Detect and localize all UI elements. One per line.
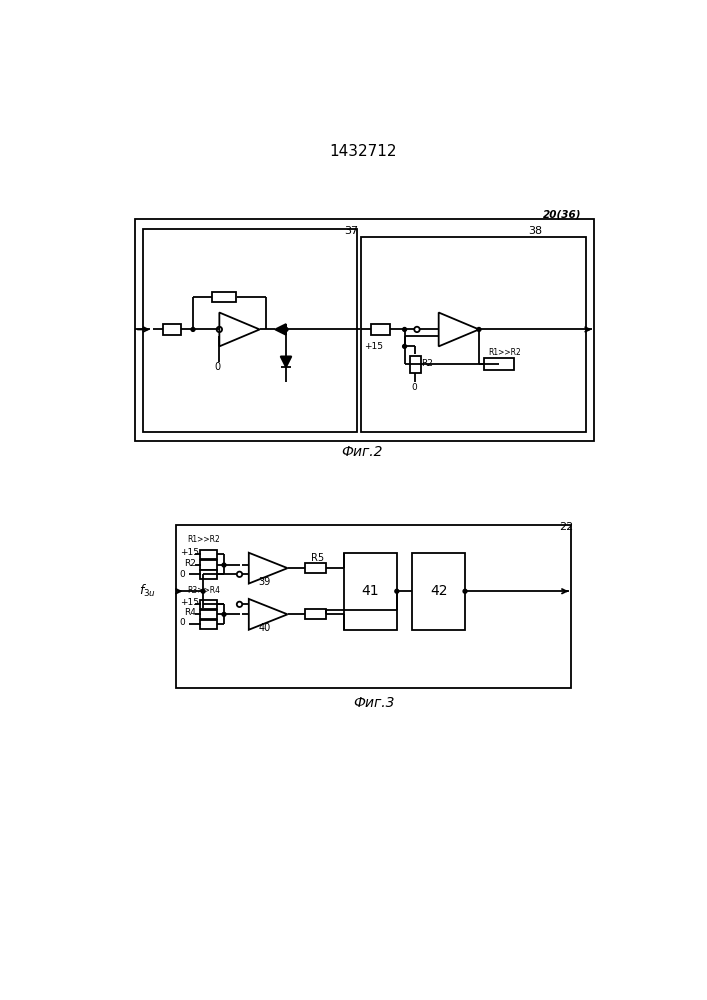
Text: 39: 39 xyxy=(258,577,270,587)
Circle shape xyxy=(191,328,195,331)
Text: +15: +15 xyxy=(364,342,383,351)
Circle shape xyxy=(403,328,407,331)
Polygon shape xyxy=(249,553,288,584)
Bar xyxy=(211,292,236,302)
Circle shape xyxy=(201,589,205,593)
Polygon shape xyxy=(275,324,286,335)
Bar xyxy=(176,525,571,688)
Bar xyxy=(371,324,390,335)
Text: 41: 41 xyxy=(362,584,379,598)
Circle shape xyxy=(395,589,399,593)
Text: R3>>R4: R3>>R4 xyxy=(187,586,221,595)
Text: 22: 22 xyxy=(559,522,573,532)
Bar xyxy=(305,563,325,573)
Text: Фиг.3: Фиг.3 xyxy=(353,696,395,710)
Circle shape xyxy=(222,563,226,567)
Circle shape xyxy=(222,612,226,616)
Text: 0: 0 xyxy=(180,618,185,627)
Polygon shape xyxy=(249,599,288,630)
Bar xyxy=(200,600,217,609)
Circle shape xyxy=(477,328,481,331)
Text: 20(36): 20(36) xyxy=(543,209,581,219)
Bar xyxy=(344,553,397,630)
Bar xyxy=(200,570,217,579)
Text: +15: +15 xyxy=(180,548,199,557)
Bar xyxy=(410,356,421,373)
Text: 1432712: 1432712 xyxy=(329,144,397,159)
Text: R1>>R2: R1>>R2 xyxy=(187,535,221,544)
Polygon shape xyxy=(438,312,479,346)
Bar xyxy=(200,550,217,559)
Circle shape xyxy=(284,328,288,331)
Polygon shape xyxy=(219,312,259,346)
Bar xyxy=(200,560,217,570)
Text: R2: R2 xyxy=(184,559,196,568)
Bar xyxy=(412,553,465,630)
Text: 0: 0 xyxy=(180,570,185,579)
Text: 0: 0 xyxy=(215,362,221,372)
Bar xyxy=(305,609,325,619)
Text: R4: R4 xyxy=(184,608,196,617)
Bar xyxy=(135,219,594,441)
Text: +15: +15 xyxy=(180,598,199,607)
Bar xyxy=(163,324,182,335)
Text: 40: 40 xyxy=(258,623,270,633)
Bar xyxy=(484,358,514,370)
Text: 37: 37 xyxy=(344,226,358,236)
Circle shape xyxy=(403,344,407,348)
Text: Фиг.2: Фиг.2 xyxy=(341,445,382,459)
Bar xyxy=(361,237,586,432)
Text: 38: 38 xyxy=(529,226,543,236)
Bar xyxy=(143,229,357,432)
Bar xyxy=(200,610,217,619)
Polygon shape xyxy=(281,356,291,367)
Text: R5: R5 xyxy=(311,553,324,563)
Text: R1>>R2: R1>>R2 xyxy=(489,348,521,357)
Text: R2: R2 xyxy=(421,359,433,368)
Text: 42: 42 xyxy=(430,584,448,598)
Text: 0: 0 xyxy=(411,382,416,391)
Text: $f_{3u}$: $f_{3u}$ xyxy=(139,583,156,599)
Circle shape xyxy=(463,589,467,593)
Bar xyxy=(200,620,217,629)
